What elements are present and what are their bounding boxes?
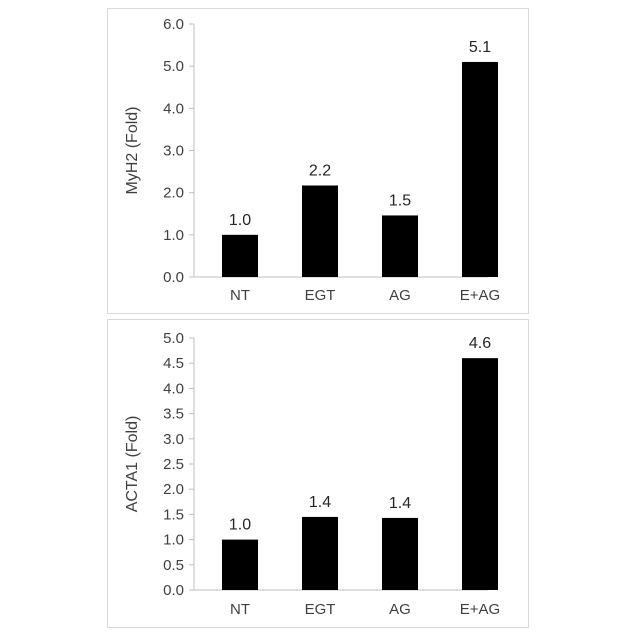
y-tick-label: 1.0: [163, 532, 184, 549]
bar-ag: [382, 215, 418, 277]
data-label: 1.4: [389, 495, 411, 512]
data-label: 4.6: [469, 335, 491, 352]
y-axis-title: ACTA1 (Fold): [124, 416, 141, 513]
bar-nt: [222, 235, 258, 277]
y-tick-label: 0.0: [163, 582, 184, 599]
data-label: 5.1: [469, 39, 491, 56]
x-category-label: EGT: [305, 287, 336, 304]
y-tick-label: 0.0: [163, 269, 184, 286]
y-tick-label: 2.5: [163, 456, 184, 473]
bar-egt: [302, 185, 338, 277]
y-tick-label: 1.0: [163, 227, 184, 244]
y-tick-label: 6.0: [163, 16, 184, 33]
y-tick-label: 3.0: [163, 431, 184, 448]
y-tick-label: 4.0: [163, 100, 184, 117]
x-category-label: NT: [230, 601, 250, 618]
y-tick-label: 2.0: [163, 481, 184, 498]
data-label: 2.2: [309, 162, 331, 179]
bar-e-ag: [462, 62, 498, 277]
data-label: 1.4: [309, 494, 331, 511]
x-category-label: AG: [389, 287, 411, 304]
chart-svg-acta1: 0.0 0.5 1.0 1.5 2.0 2.5 3.0 3.5 4.0 4.5 5.0 1.0 NT 1.…: [108, 320, 530, 629]
y-tick-label: 1.5: [163, 506, 184, 523]
y-tick-label: 3.5: [163, 406, 184, 423]
y-tick-label: 2.0: [163, 185, 184, 202]
x-category-label: NT: [230, 287, 250, 304]
bar-ag: [382, 518, 418, 590]
y-tick-label: 3.0: [163, 143, 184, 160]
y-tick-label: 0.5: [163, 557, 184, 574]
chart-panel-acta1: 0.0 0.5 1.0 1.5 2.0 2.5 3.0 3.5 4.0 4.5 5.0 1.0 NT 1.…: [107, 319, 529, 628]
chart-panel-myh2: 0.0 1.0 2.0 3.0 4.0 5.0 6.0 1.0 NT 2.2 EGT 1.5 AG 5.1…: [107, 8, 529, 314]
x-category-label: E+AG: [460, 601, 500, 618]
bar-nt: [222, 540, 258, 590]
y-tick-label: 4.0: [163, 380, 184, 397]
y-tick-label: 5.0: [163, 330, 184, 347]
chart-svg-myh2: 0.0 1.0 2.0 3.0 4.0 5.0 6.0 1.0 NT 2.2 EGT 1.5 AG 5.1…: [108, 9, 530, 315]
y-tick-label: 4.5: [163, 355, 184, 372]
y-tick-label: 5.0: [163, 58, 184, 75]
data-label: 1.5: [389, 192, 411, 209]
data-label: 1.0: [229, 517, 251, 534]
data-label: 1.0: [229, 212, 251, 229]
bar-egt: [302, 517, 338, 590]
x-category-label: EGT: [305, 601, 336, 618]
bar-e-ag: [462, 358, 498, 590]
x-category-label: E+AG: [460, 287, 500, 304]
y-axis-title: MyH2 (Fold): [124, 106, 141, 194]
x-category-label: AG: [389, 601, 411, 618]
